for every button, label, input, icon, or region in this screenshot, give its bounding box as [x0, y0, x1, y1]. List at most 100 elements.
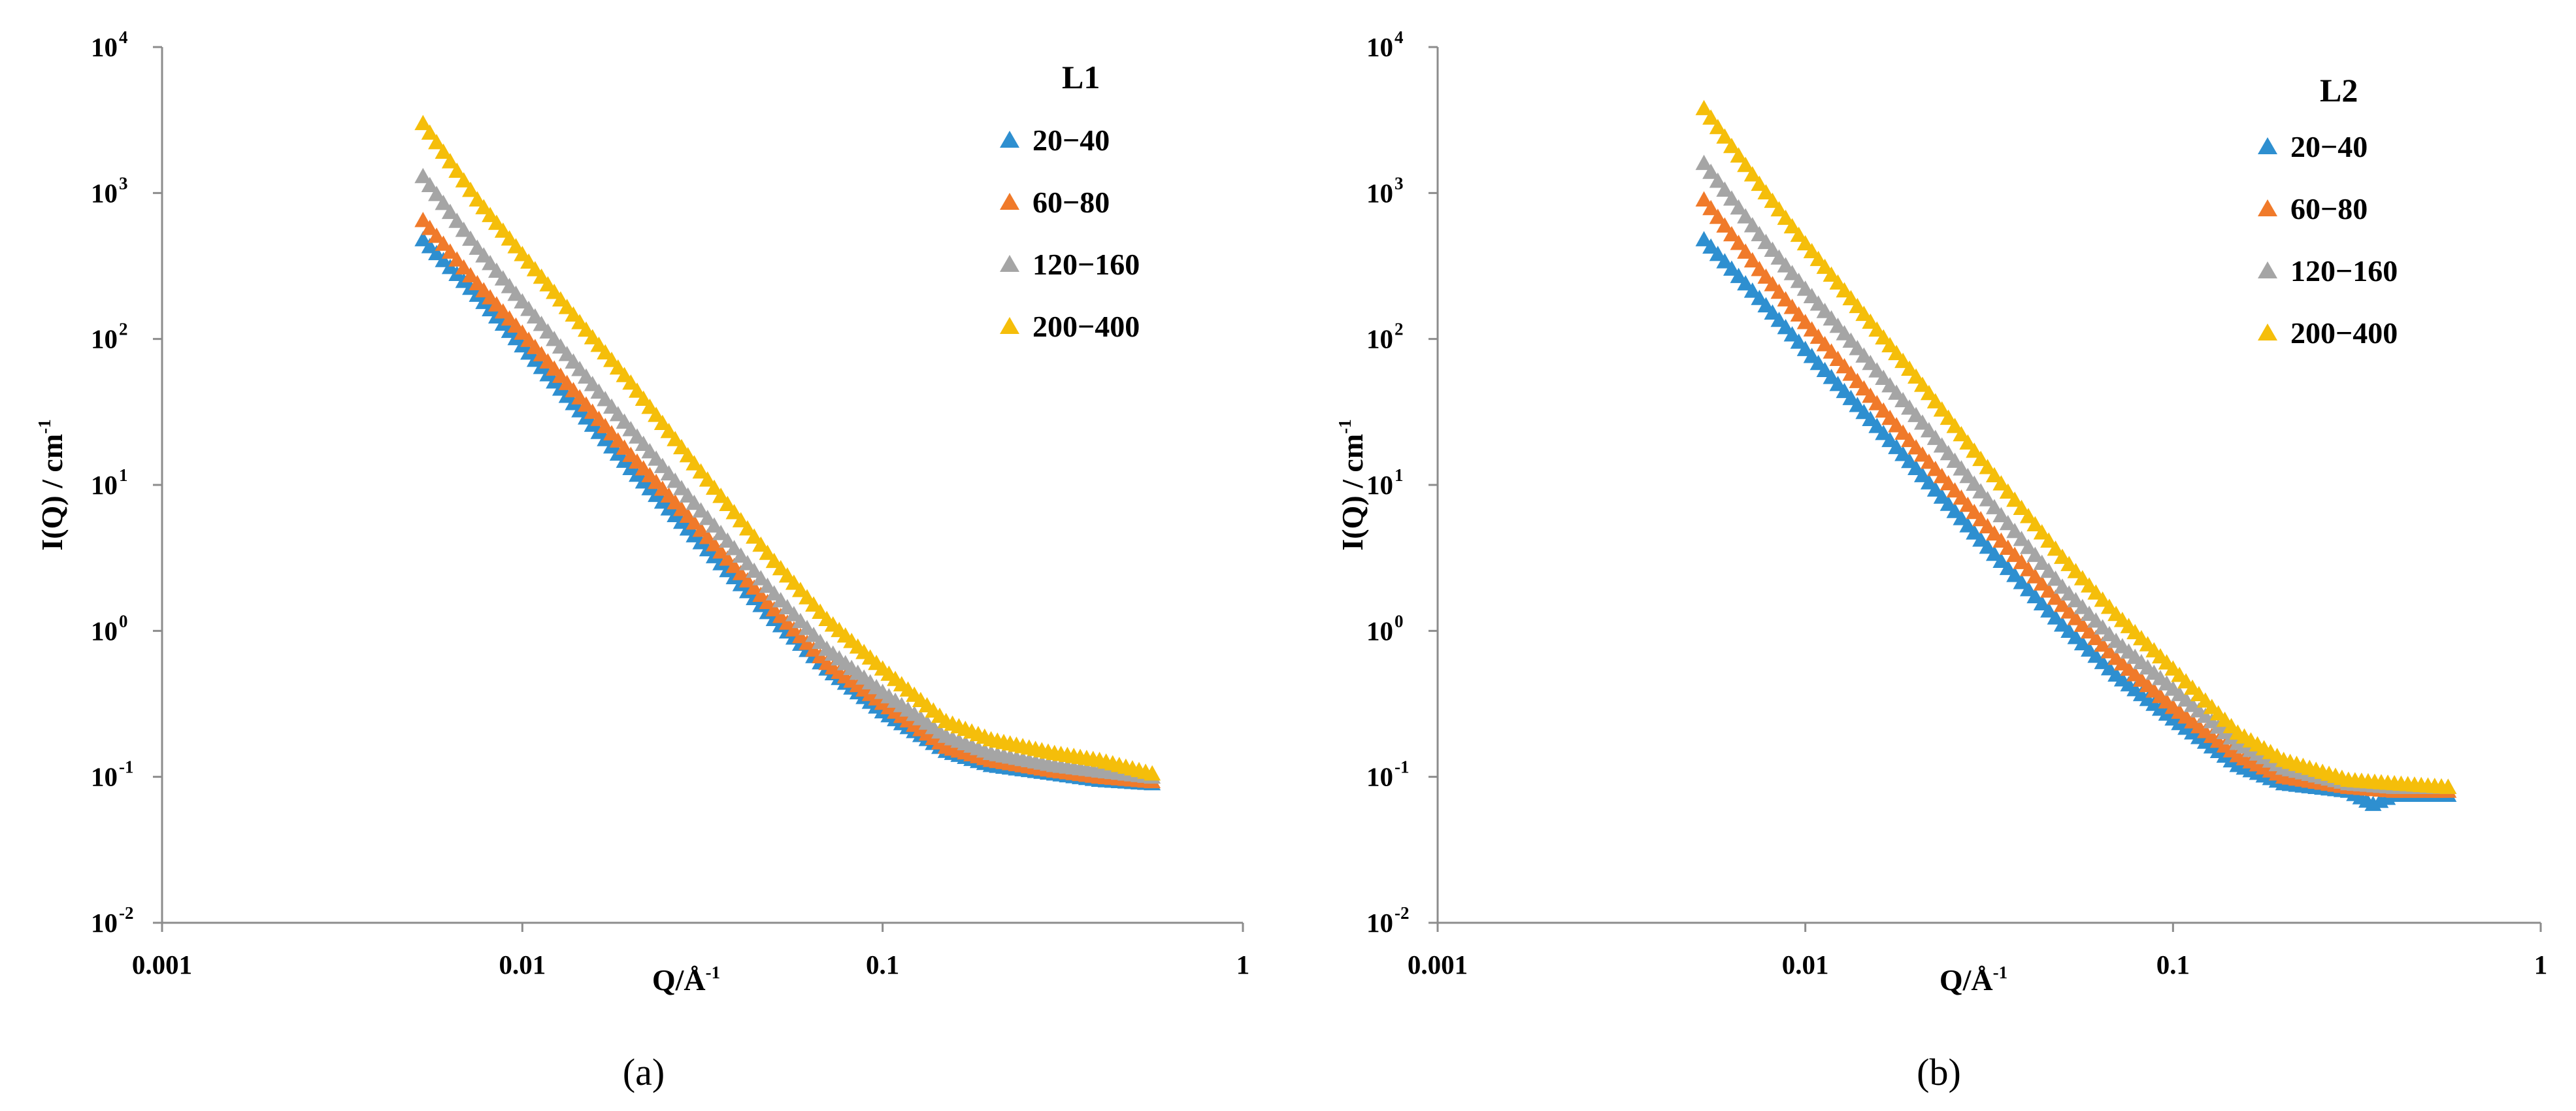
data-point [692, 522, 710, 537]
data-point [1716, 128, 1734, 144]
x-tick-label: 1 [2534, 950, 2548, 980]
data-point [1737, 208, 1755, 224]
data-point [1913, 376, 1931, 392]
data-point [2013, 574, 2030, 589]
data-point [482, 254, 499, 271]
panel-label: (a) [623, 1051, 665, 1093]
data-point [482, 207, 499, 222]
data-point [421, 124, 438, 140]
data-point [1894, 352, 1912, 369]
data-point [1992, 506, 2010, 523]
data-point [2033, 554, 2051, 571]
data-point [1979, 518, 1996, 534]
data-point [2040, 562, 2058, 578]
data-point [462, 181, 480, 197]
data-point [2026, 516, 2044, 531]
data-point [746, 579, 763, 595]
data-point [1144, 765, 1161, 781]
data-point [441, 243, 459, 259]
data-point [1702, 238, 1720, 254]
data-point [1751, 175, 1768, 191]
data-point [738, 572, 756, 588]
data-point [1972, 483, 1990, 499]
data-point [487, 214, 505, 230]
data-point [1743, 282, 1761, 298]
data-point [1881, 337, 1899, 353]
data-point [2081, 577, 2098, 593]
data-point [501, 230, 518, 246]
data-point [1702, 199, 1720, 216]
data-point [1907, 368, 1925, 384]
data-point [2073, 570, 2091, 586]
x-tick-label: 0.1 [866, 950, 899, 980]
data-point [738, 520, 756, 536]
y-tick-label: 10 [91, 32, 118, 62]
data-point [2033, 575, 2051, 591]
data-point [1709, 245, 1726, 261]
data-point [732, 565, 750, 580]
data-point [435, 143, 452, 159]
data-point [455, 222, 472, 237]
data-point [679, 447, 697, 463]
data-point [2026, 588, 2044, 604]
y-tick-label: 10 [91, 908, 118, 938]
data-point [1985, 525, 2003, 541]
data-point [759, 577, 776, 593]
legend-marker [2258, 137, 2277, 154]
data-point [1730, 199, 1747, 215]
y-axis-label: I(Q) / cm-1 [35, 419, 69, 550]
data-point [752, 570, 770, 586]
data-point [719, 550, 736, 566]
data-point [494, 270, 512, 286]
data-point [648, 406, 665, 422]
data-point [1816, 258, 1834, 274]
data-point [1723, 190, 1740, 206]
data-point [1777, 257, 1794, 273]
data-point [2087, 584, 2105, 600]
data-point [2067, 563, 2085, 578]
data-point [2439, 778, 2457, 794]
data-point [1777, 291, 1794, 307]
data-point [712, 525, 730, 540]
data-point [1849, 297, 1866, 314]
data-point [667, 431, 684, 446]
data-point [2033, 595, 2051, 611]
data-point [1868, 321, 1886, 337]
data-point [421, 220, 438, 235]
y-tick-exponent: -1 [119, 757, 134, 777]
y-tick-exponent: 2 [119, 320, 128, 339]
x-axis-label-exponent: -1 [1993, 963, 2008, 982]
data-point [699, 471, 716, 487]
x-axis-label-text: Q/Å [652, 963, 706, 997]
data-point [1695, 99, 1713, 116]
data-point [1901, 360, 1919, 376]
data-point [2026, 568, 2044, 584]
data-point [1816, 303, 1834, 318]
data-point [1709, 172, 1726, 188]
data-point [1730, 267, 1747, 284]
data-point [738, 555, 756, 571]
data-point [705, 517, 723, 533]
data-point [1770, 201, 1788, 217]
data-point [1695, 231, 1713, 246]
data-point [1764, 192, 1781, 208]
data-point [1985, 499, 2003, 514]
legend-label: 20−40 [1032, 124, 1110, 157]
data-point [414, 114, 432, 131]
legend-marker [1000, 255, 1019, 272]
x-tick-label: 0.1 [2156, 950, 2190, 980]
data-point [1862, 354, 1879, 371]
y-tick-exponent: 1 [1395, 465, 1404, 485]
data-point [2047, 570, 2064, 586]
data-point [635, 390, 652, 406]
data-point [1985, 467, 2003, 483]
y-tick-label: 10 [91, 762, 118, 792]
data-point [699, 529, 716, 544]
data-point [759, 544, 776, 560]
data-point [2019, 508, 2037, 523]
series-3 [1695, 99, 2457, 794]
data-point [1695, 154, 1713, 171]
data-point [1809, 250, 1827, 267]
